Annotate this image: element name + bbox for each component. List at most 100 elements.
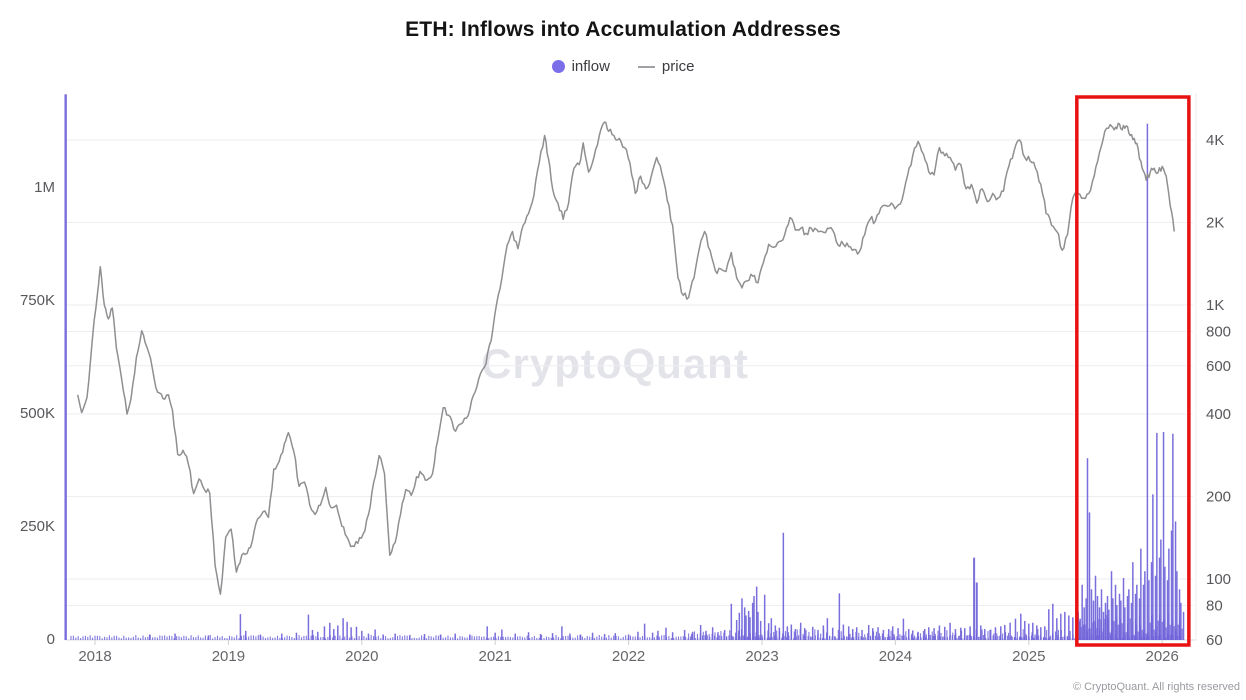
inflow-minor-bar (689, 636, 692, 640)
inflow-minor-bar (315, 636, 317, 640)
inflow-bar (1136, 584, 1138, 640)
inflow-bar (753, 596, 755, 640)
inflow-minor-bar (849, 633, 851, 640)
inflow-minor-bar (729, 630, 731, 640)
inflow-minor-bar (922, 630, 924, 640)
inflow-bar (749, 617, 751, 640)
inflow-minor-bar (670, 638, 672, 640)
right-axis-tick-label: 2K (1206, 215, 1224, 232)
inflow-bar (1178, 589, 1181, 640)
inflow-bar (342, 618, 344, 640)
inflow-bar (1176, 571, 1178, 640)
inflow-bar (651, 632, 654, 640)
inflow-minor-bar (860, 636, 862, 640)
inflow-minor-bar (341, 637, 343, 640)
inflow-bar (755, 586, 758, 640)
inflow-bar (1140, 548, 1142, 640)
inflow-minor-bar (872, 631, 875, 640)
inflow-minor-bar (584, 637, 586, 640)
inflow-bar (838, 593, 841, 640)
inflow-minor-bar (878, 633, 880, 640)
inflow-minor-bar (758, 635, 760, 640)
inflow-minor-bar (531, 637, 533, 640)
inflow-minor-bar (147, 636, 149, 640)
inflow-minor-bar (726, 636, 728, 640)
inflow-minor-bar (855, 632, 857, 640)
inflow-bar (1079, 618, 1081, 640)
inflow-minor-bar (82, 636, 84, 640)
inflow-bar (743, 607, 746, 640)
inflow-minor-bar (761, 634, 763, 640)
inflow-bar (1072, 617, 1074, 640)
inflow-bar (1052, 603, 1054, 640)
inflow-bar (439, 634, 442, 640)
inflow-minor-bar (893, 634, 895, 640)
inflow-minor-bar (75, 637, 77, 640)
inflow-bar (1180, 602, 1182, 640)
inflow-minor-bar (733, 636, 735, 640)
inflow-bar (627, 634, 630, 640)
inflow-minor-bar (541, 634, 543, 640)
inflow-minor-bar (310, 635, 312, 640)
inflow-minor-bar (77, 636, 79, 640)
inflow-minor-bar (1022, 629, 1024, 640)
inflow-minor-bar (1177, 624, 1179, 640)
inflow-minor-bar (901, 635, 903, 640)
inflow-minor-bar (1037, 629, 1039, 640)
inflow-bar (887, 629, 890, 640)
legend-item-price[interactable]: price (637, 58, 694, 75)
inflow-bar (891, 626, 894, 640)
inflow-minor-bar (312, 635, 315, 640)
inflow-minor-bar (303, 635, 305, 640)
inflow-minor-bar (716, 637, 718, 640)
inflow-bar (1098, 607, 1101, 640)
inflow-bar (1154, 575, 1157, 640)
right-axis-tick-label: 200 (1206, 489, 1231, 506)
inflow-minor-bar (327, 636, 329, 640)
inflow-minor-bar (418, 637, 420, 640)
inflow-minor-bar (850, 637, 852, 640)
inflow-minor-bar (843, 635, 845, 640)
inflow-minor-bar (553, 637, 555, 640)
inflow-minor-bar (437, 635, 439, 640)
inflow-minor-bar (1133, 634, 1135, 640)
inflow-minor-bar (435, 635, 437, 640)
inflow-bar (911, 630, 914, 640)
inflow-minor-bar (653, 637, 656, 640)
inflow-minor-bar (272, 637, 274, 640)
inflow-minor-bar (996, 633, 998, 640)
inflow-bar (907, 629, 910, 640)
inflow-bar (757, 611, 759, 640)
legend-item-inflow[interactable]: inflow (551, 58, 610, 75)
inflow-minor-bar (384, 636, 387, 640)
inflow-minor-bar (646, 637, 648, 640)
inflow-minor-bar (1046, 629, 1048, 640)
inflow-bar (295, 632, 298, 640)
x-axis-tick-label: 2018 (78, 648, 111, 665)
inflow-minor-bar (771, 637, 773, 640)
inflow-minor-bar (834, 636, 836, 640)
inflow-bar (842, 624, 845, 640)
inflow-minor-bar (1153, 629, 1155, 640)
inflow-bar (657, 630, 659, 640)
inflow-bar (1004, 624, 1006, 640)
inflow-bar (851, 629, 854, 640)
inflow-minor-bar (879, 636, 881, 640)
inflow-bar (561, 626, 563, 640)
left-axis-tick-label: 0 (47, 631, 55, 648)
inflow-minor-bar (981, 629, 983, 640)
inflow-bar (699, 624, 702, 640)
inflow-minor-bar (720, 630, 722, 640)
left-axis-tick-label: 500K (20, 405, 55, 422)
inflow-minor-bar (629, 635, 632, 640)
inflow-bar (1032, 622, 1034, 640)
inflow-minor-bar (502, 636, 504, 640)
inflow-minor-bar (358, 636, 360, 640)
inflow-bar (1156, 432, 1158, 640)
inflow-minor-bar (459, 636, 461, 640)
inflow-minor-bar (810, 636, 812, 640)
inflow-minor-bar (867, 633, 869, 640)
inflow-bar (1174, 521, 1177, 640)
inflow-minor-bar (742, 635, 744, 640)
